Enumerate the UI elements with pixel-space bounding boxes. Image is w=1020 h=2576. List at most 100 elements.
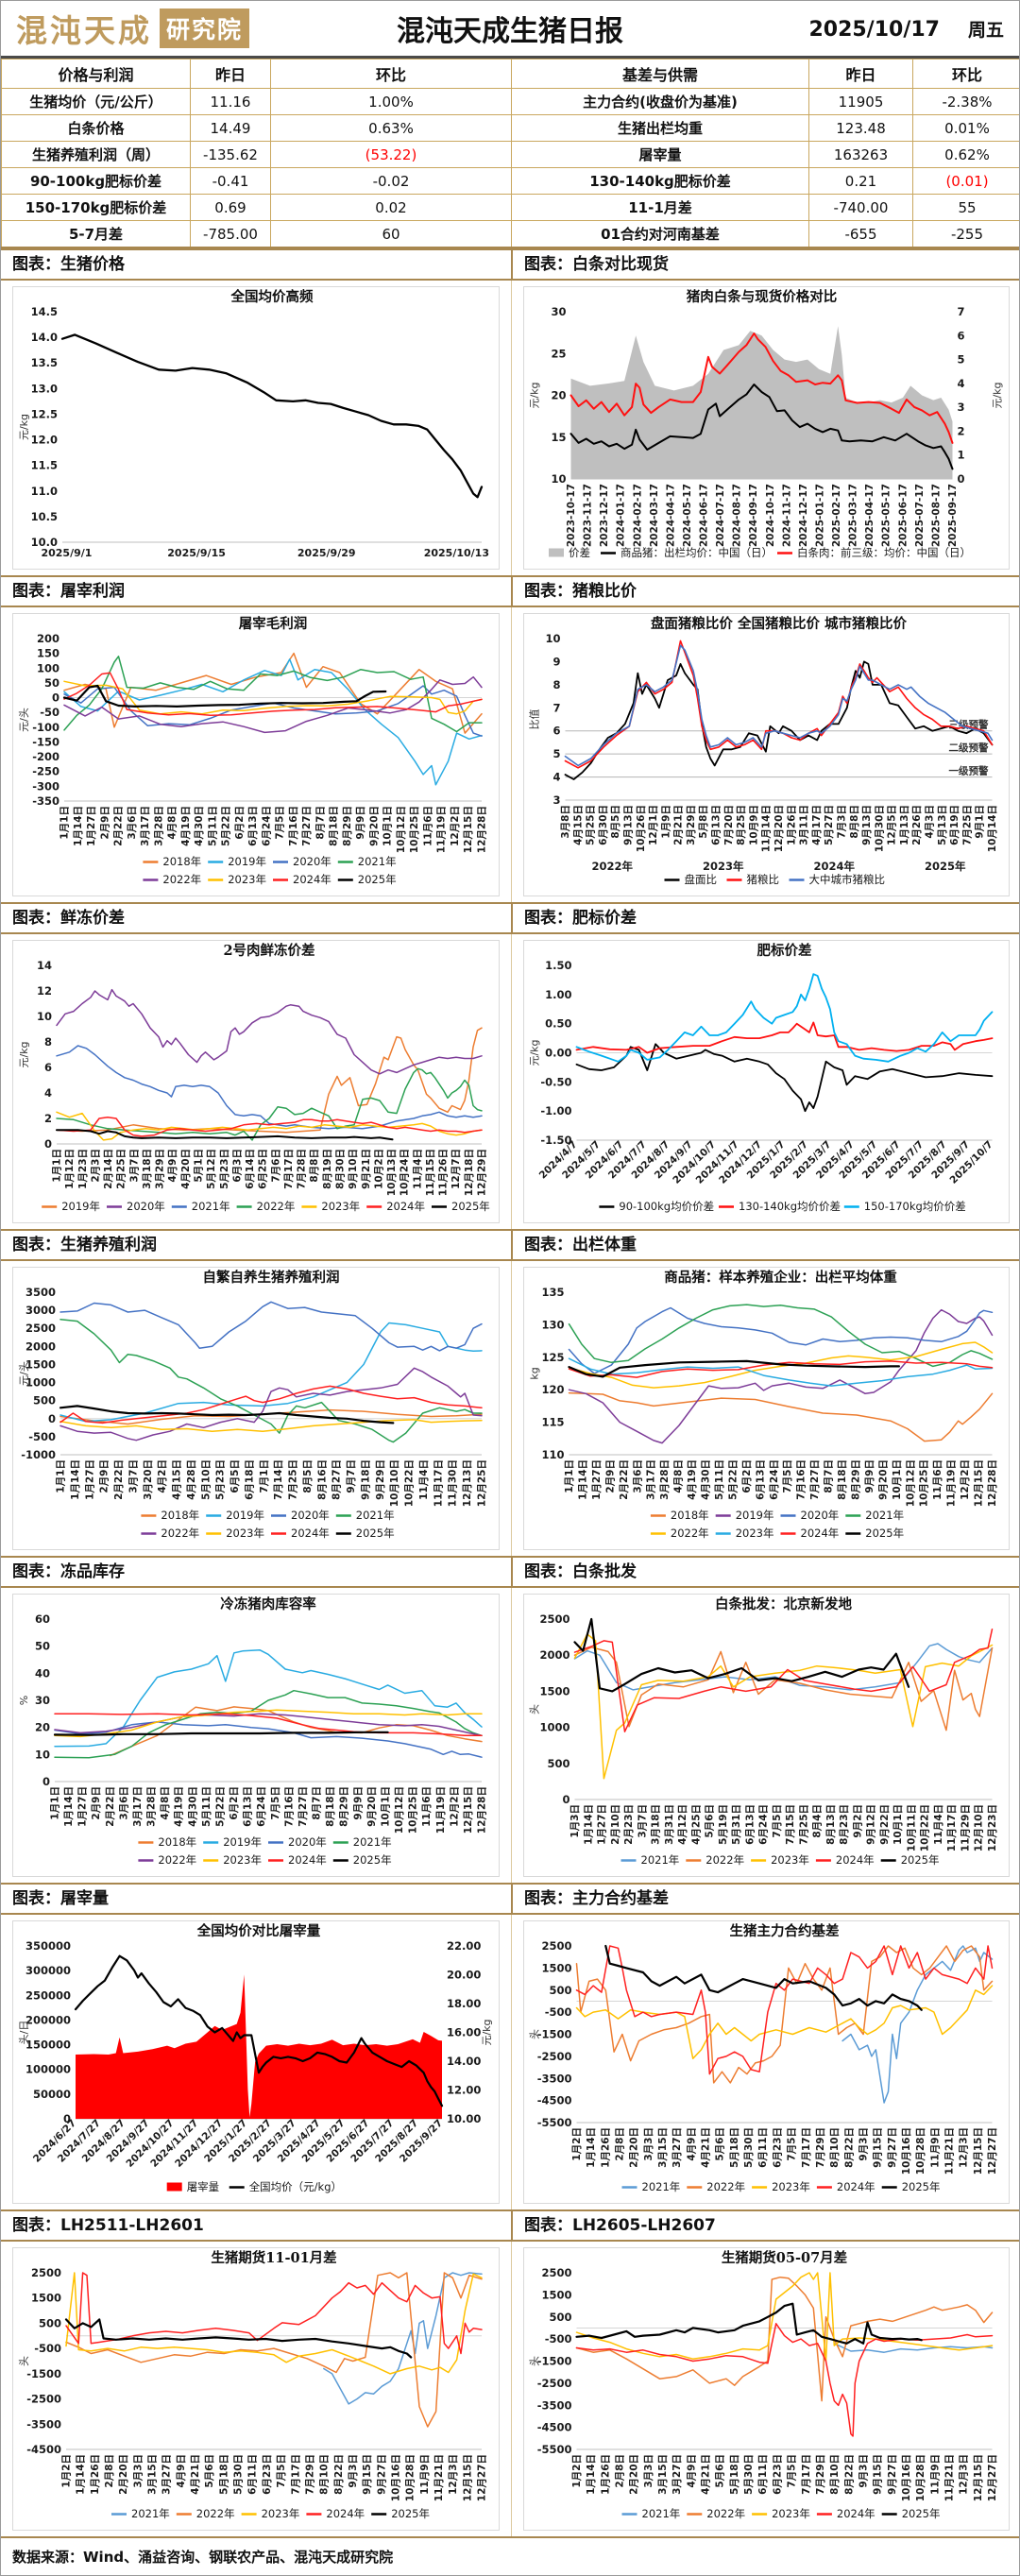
svg-text:4月9日: 4月9日 [167, 1149, 178, 1183]
table-cell: 11905 [808, 88, 913, 115]
svg-text:1000: 1000 [26, 1376, 56, 1390]
svg-text:6月24日: 6月24日 [769, 1459, 780, 1500]
svg-text:11月17日: 11月17日 [433, 1459, 444, 1507]
svg-text:10月28日: 10月28日 [405, 2454, 416, 2501]
svg-text:3月18日: 3月18日 [142, 1149, 153, 1189]
svg-text:4月19日: 4月19日 [174, 1786, 185, 1827]
svg-text:10月28日: 10月28日 [915, 2127, 926, 2175]
svg-text:9月20日: 9月20日 [366, 1786, 378, 1827]
svg-text:10月12日: 10月12日 [396, 806, 407, 853]
svg-text:全国均价高频: 全国均价高频 [230, 288, 314, 305]
svg-text:6月2日: 6月2日 [229, 1786, 240, 1820]
svg-text:5月22日: 5月22日 [214, 1786, 226, 1827]
svg-text:3月17日: 3月17日 [646, 1459, 657, 1500]
svg-text:2024年: 2024年 [814, 860, 856, 873]
svg-text:5月31日: 5月31日 [731, 1804, 742, 1845]
table-cell: 1.00% [270, 88, 512, 115]
svg-text:-3500: -3500 [537, 2072, 572, 2085]
svg-text:7月15日: 7月15日 [785, 1804, 796, 1845]
svg-text:13.5: 13.5 [31, 356, 58, 369]
chart-lh2511-lh2601: 生猪期货11-01月差 -4500 -3500 -2500 -1500 -500 500 15… [12, 2247, 500, 2531]
svg-text:4月9日: 4月9日 [686, 2454, 697, 2488]
svg-text:11.0: 11.0 [31, 485, 58, 498]
svg-text:12月13日: 12月13日 [462, 1459, 473, 1507]
svg-text:2023年: 2023年 [223, 1853, 262, 1867]
svg-text:12月27日: 12月27日 [477, 2454, 488, 2501]
svg-text:2019年: 2019年 [223, 1835, 262, 1849]
svg-text:3000: 3000 [26, 1304, 56, 1317]
svg-text:4月2日: 4月2日 [157, 1459, 168, 1493]
svg-text:11月19日: 11月19日 [435, 1786, 447, 1834]
svg-text:2024-01-17: 2024-01-17 [616, 484, 627, 547]
chart-svg: 生猪期货11-01月差 -4500 -3500 -2500 -1500 -500 500 15… [18, 2249, 488, 2520]
svg-text:1月14日: 1月14日 [73, 806, 84, 846]
svg-text:500: 500 [39, 2316, 61, 2329]
section-label-pig-price: 图表：生猪价格 [12, 255, 125, 274]
svg-text:11月21日: 11月21日 [944, 2127, 955, 2175]
svg-text:2018年: 2018年 [671, 1509, 709, 1522]
section-label-hog-grain-ratio: 图表：猪粮比价 [511, 577, 1019, 606]
svg-text:2月20日: 2月20日 [629, 2454, 640, 2495]
svg-text:-5500: -5500 [537, 2116, 572, 2129]
section-row-3: 图表：鲜冻价差 图表：肥标价差 2号肉鲜冻价差 0 2 4 6 8 10 12 14 元/kg 1月… [1, 902, 1019, 1229]
svg-text:3月3日: 3月3日 [132, 2454, 144, 2488]
svg-text:11月6日: 11月6日 [422, 806, 434, 846]
svg-text:2022年: 2022年 [706, 2507, 745, 2520]
svg-text:2025-03-17: 2025-03-17 [848, 484, 859, 547]
svg-text:9月27日: 9月27日 [887, 2454, 898, 2495]
svg-text:2024年: 2024年 [837, 2180, 876, 2193]
svg-text:11月6日: 11月6日 [421, 1786, 433, 1827]
svg-text:2月9日: 2月9日 [91, 1786, 102, 1820]
svg-text:2025-05-17: 2025-05-17 [881, 484, 892, 547]
svg-text:40: 40 [35, 1666, 50, 1680]
svg-text:130-140kg均价价差: 130-140kg均价价差 [739, 1200, 841, 1213]
col-header-change-right: 环比 [912, 59, 1019, 89]
svg-text:0: 0 [48, 1412, 56, 1425]
section-label-breeding-profit: 图表：生猪养殖利润 [12, 1236, 157, 1254]
svg-text:2023年: 2023年 [772, 2507, 810, 2520]
svg-text:7月16日: 7月16日 [288, 806, 299, 846]
chart-svg: 2号肉鲜冻价差 0 2 4 6 8 10 12 14 元/kg 1月1日 1月12日 1月23日 2月3日… [18, 942, 490, 1213]
svg-text:比值: 比值 [529, 709, 541, 730]
svg-text:115: 115 [541, 1416, 564, 1429]
svg-text:-1.50: -1.50 [540, 1134, 571, 1147]
table-cell: 0.63% [270, 114, 512, 142]
svg-text:9月22日: 9月22日 [879, 1804, 891, 1845]
svg-text:2022年: 2022年 [706, 2180, 745, 2193]
svg-text:3月7日: 3月7日 [637, 1804, 648, 1838]
svg-text:4月9日: 4月9日 [686, 2127, 697, 2161]
svg-text:5月19日: 5月19日 [718, 1804, 729, 1845]
svg-text:8月29日: 8月29日 [850, 1459, 861, 1500]
svg-text:150: 150 [37, 647, 60, 660]
svg-text:-1000: -1000 [21, 1448, 56, 1461]
svg-text:8月10日: 8月10日 [319, 2454, 331, 2495]
svg-text:2022年: 2022年 [158, 1853, 196, 1867]
svg-text:2022年: 2022年 [162, 873, 201, 886]
svg-text:1月12日: 1月12日 [64, 1149, 76, 1189]
table-cell: 150-170kg肥标价差 [1, 194, 191, 221]
svg-text:10月26日: 10月26日 [636, 805, 647, 852]
svg-text:50000: 50000 [33, 2088, 71, 2101]
svg-text:2024-12-17: 2024-12-17 [798, 484, 809, 547]
svg-text:12月25日: 12月25日 [477, 1459, 488, 1507]
svg-text:5月11日: 5月11日 [201, 1786, 212, 1827]
svg-text:2025/9/29: 2025/9/29 [298, 547, 356, 559]
svg-text:-500: -500 [34, 2342, 61, 2355]
svg-text:0: 0 [44, 1137, 52, 1151]
svg-text:3月15日: 3月15日 [147, 2454, 159, 2495]
svg-text:3月31日: 3月31日 [664, 1804, 675, 1845]
svg-text:2020年: 2020年 [293, 855, 332, 868]
table-cell: 0.21 [808, 167, 913, 195]
svg-text:2024-04-17: 2024-04-17 [665, 484, 676, 547]
svg-text:2月8日: 2月8日 [615, 2454, 626, 2488]
svg-text:-2500: -2500 [537, 2050, 572, 2063]
svg-text:2021年: 2021年 [358, 855, 397, 868]
svg-text:12月10日: 12月10日 [974, 1804, 985, 1851]
svg-text:250000: 250000 [26, 1988, 71, 2002]
svg-text:10月9日: 10月9日 [748, 805, 759, 845]
svg-text:8月18日: 8月18日 [837, 1459, 848, 1500]
svg-text:7月5日: 7月5日 [276, 2454, 287, 2488]
svg-text:4月8日: 4月8日 [673, 1459, 685, 1493]
chart-svg: 猪肉白条与现货价格对比 10 15 20 25 30 0 1 2 3 4 5 6 7 元/kg 元/kg 202… [529, 288, 1004, 559]
